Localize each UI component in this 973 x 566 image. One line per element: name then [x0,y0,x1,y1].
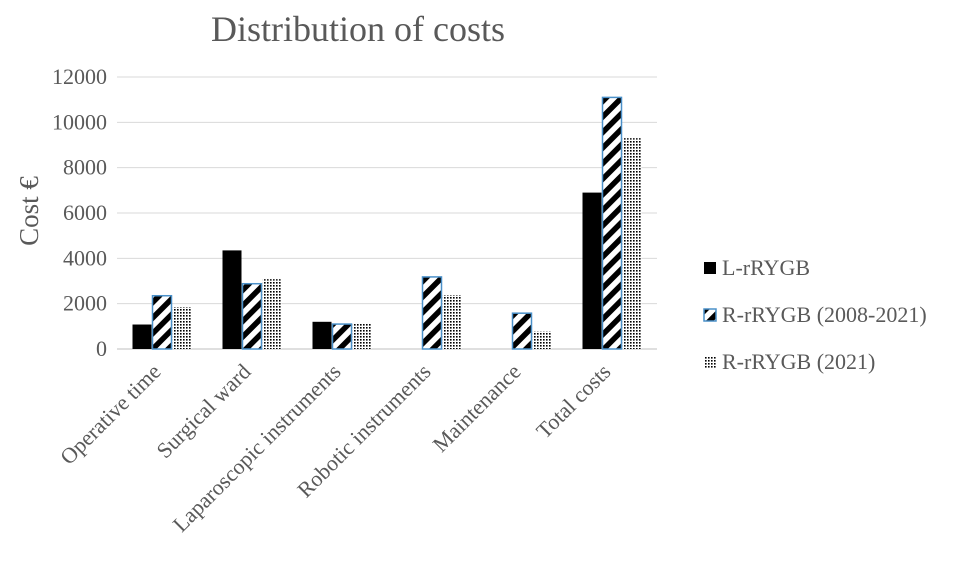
bar-r-rrygb-2021-1 [262,279,282,349]
y-tick-label: 12000 [52,64,107,89]
y-tick-label: 4000 [63,245,107,270]
bar-l-rrygb-0 [132,324,152,349]
bar-r-rrygb-2021-3 [442,295,462,349]
bar-r-rrygb-2008-2021-2 [331,323,353,350]
legend-label: R-rRYGB (2021) [722,349,875,374]
y-tick-label: 10000 [52,109,107,134]
bar-r-rrygb-2021-0 [172,307,192,349]
legend-swatch [704,262,716,274]
y-tick-label: 6000 [63,200,107,225]
chart-title: Distribution of costs [211,9,505,49]
legend-label: L-rRYGB [722,255,810,280]
x-tick-label: Maintenance [428,359,526,457]
bar-r-rrygb-2008-2021-4 [511,312,533,350]
y-tick-label: 8000 [63,155,107,180]
legend-swatch [704,356,716,368]
x-tick-label: Laparoscopic instruments [168,359,346,537]
x-tick-label: Operative time [55,359,166,470]
bars [132,96,642,350]
y-axis-label: Cost € [14,176,44,246]
legend-label: R-rRYGB (2008-2021) [722,302,927,327]
x-tick-label: Total costs [531,359,615,443]
y-tick-label: 2000 [63,291,107,316]
bar-r-rrygb-2008-2021-1 [241,282,263,350]
bar-r-rrygb-2008-2021-3 [421,276,443,350]
bar-r-rrygb-2021-5 [622,138,642,349]
gridlines [117,76,657,350]
y-tick-labels: 0 2000 4000 6000 8000 10000 12000 [52,64,107,361]
bar-r-rrygb-2021-4 [532,331,552,349]
y-tick-label: 0 [96,336,107,361]
bar-l-rrygb-2 [312,321,332,349]
bar-r-rrygb-2021-2 [352,322,372,349]
bar-l-rrygb-1 [222,250,242,349]
bar-r-rrygb-2008-2021-5 [601,96,623,350]
legend: L-rRYGB R-rRYGB (2008-2021) R-rRYGB (2021) [703,255,927,374]
bar-r-rrygb-2008-2021-0 [151,294,173,350]
legend-swatch [703,308,717,322]
bar-l-rrygb-5 [582,192,602,349]
